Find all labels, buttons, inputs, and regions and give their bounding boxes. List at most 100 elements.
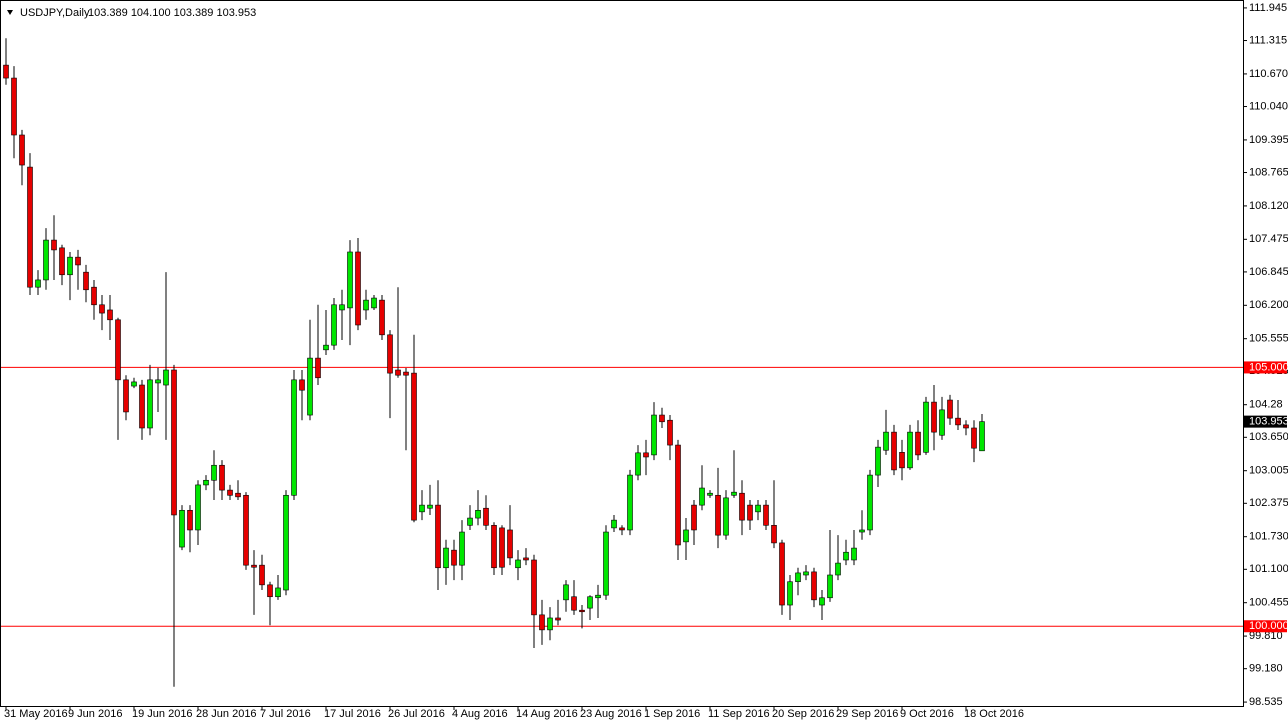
candle-body (619, 527, 625, 531)
candle-body (35, 279, 41, 288)
candle-body (643, 452, 649, 458)
candle-body (907, 431, 913, 469)
ohlc-text: 103.389 104.100 103.389 103.953 (88, 7, 256, 19)
candle-body (931, 401, 937, 433)
candle-body (819, 597, 825, 606)
candle-body (323, 344, 329, 351)
candle-body (651, 414, 657, 456)
y-tick-label: 111.315 (1249, 34, 1287, 46)
candle-body (331, 304, 337, 346)
candle-body (627, 474, 633, 531)
candle-body (547, 617, 553, 631)
candle-body (947, 399, 953, 419)
candle-body (691, 504, 697, 531)
candle-body (899, 452, 905, 469)
candle-body (459, 531, 465, 566)
x-tick-label: 17 Jul 2016 (324, 708, 381, 720)
candle-body (339, 304, 345, 311)
candle-body (3, 64, 9, 79)
y-tick-label: 108.120 (1249, 200, 1288, 212)
candle-body (723, 497, 729, 536)
candle-body (363, 299, 369, 311)
y-tick-label: 104.28 (1249, 399, 1283, 411)
candle-body (811, 571, 817, 601)
level-label: 105.000 (1249, 361, 1288, 373)
candle-body (755, 504, 761, 513)
candle-body (291, 379, 297, 496)
candle-body (795, 572, 801, 583)
y-tick-label: 103.650 (1249, 431, 1288, 443)
candle-body (219, 464, 225, 491)
candle-body (155, 379, 161, 384)
y-tick-label: 101.730 (1249, 531, 1288, 543)
candle-body (243, 494, 249, 566)
candle-body (299, 379, 305, 391)
candle-body (611, 519, 617, 529)
y-tick-label: 111.945 (1249, 2, 1287, 14)
candle-body (843, 551, 849, 561)
candle-body (59, 247, 65, 276)
candle-body (355, 251, 361, 326)
candle-body (603, 531, 609, 596)
candle-body (563, 584, 569, 601)
menu-icon[interactable] (7, 10, 13, 15)
candle-body (851, 547, 857, 561)
x-tick-label: 20 Sep 2016 (772, 708, 834, 720)
candle-body (83, 271, 89, 291)
candle-body (827, 574, 833, 599)
x-tick-label: 18 Oct 2016 (964, 708, 1024, 720)
candle-body (115, 319, 121, 381)
candle-body (763, 504, 769, 526)
candle-body (467, 517, 473, 526)
candle-body (307, 357, 313, 416)
candle-body (595, 594, 601, 599)
candle-body (523, 557, 529, 561)
candle-body (427, 504, 433, 509)
candle-body (259, 564, 265, 586)
candle-body (11, 77, 17, 136)
y-tick-label: 107.475 (1249, 233, 1288, 245)
candle-body (707, 492, 713, 496)
candle-body (403, 371, 409, 376)
candle-body (915, 431, 921, 456)
candle-body (779, 542, 785, 606)
candle-body (227, 489, 233, 496)
y-tick-label: 99.180 (1249, 663, 1283, 675)
candle-body (803, 571, 809, 576)
y-tick-label: 102.375 (1249, 497, 1288, 509)
x-tick-label: 28 Jun 2016 (196, 708, 257, 720)
candle-body (179, 509, 185, 548)
candle-body (835, 562, 841, 576)
candle-body (139, 384, 145, 429)
candle-body (955, 417, 961, 426)
candle-body (699, 487, 705, 506)
candle-body (99, 304, 105, 314)
candle-body (787, 581, 793, 606)
last-price-label: 103.953 (1249, 416, 1288, 428)
x-tick-label: 1 Sep 2016 (644, 708, 700, 720)
candle-body (211, 464, 217, 481)
candle-body (251, 564, 257, 568)
candle-body (395, 369, 401, 376)
plot-border (0, 0, 1244, 707)
candle-body (171, 369, 177, 516)
y-tick-label: 100.455 (1249, 597, 1288, 609)
candle-body (571, 596, 577, 611)
x-tick-label: 9 Oct 2016 (900, 708, 954, 720)
candle-body (347, 251, 353, 309)
y-tick-label: 106.200 (1249, 299, 1288, 311)
candle-body (539, 614, 545, 631)
candle-body (51, 239, 57, 251)
x-tick-label: 14 Aug 2016 (516, 708, 578, 720)
candle-body (667, 419, 673, 446)
candle-body (883, 431, 889, 451)
level-label-box (1244, 361, 1287, 374)
y-tick-label: 110.040 (1249, 100, 1288, 112)
candle-body (731, 491, 737, 496)
candle-body (971, 427, 977, 449)
candle-body (267, 584, 273, 598)
candle-body (27, 166, 33, 288)
candle-body (739, 492, 745, 521)
